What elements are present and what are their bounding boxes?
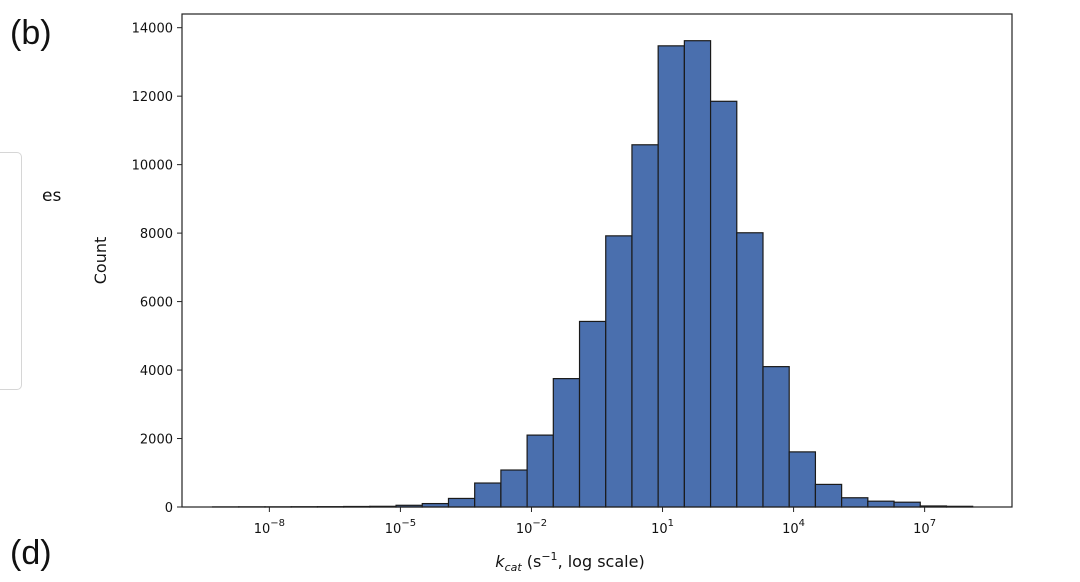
y-tick-label: 12000: [132, 90, 173, 105]
histogram-bar: [867, 500, 895, 508]
x-axis-label-subscript: cat: [505, 561, 523, 574]
histogram-bar: [736, 232, 764, 508]
x-tick-label: 104: [782, 518, 805, 537]
histogram-bar: [552, 378, 581, 508]
legend-fragment-text: es: [42, 186, 62, 206]
y-tick-label: 8000: [140, 227, 173, 242]
histogram-bar: [474, 482, 502, 508]
histogram-bar: [631, 144, 659, 508]
histogram-bar: [500, 469, 528, 508]
x-tick-label: 107: [913, 518, 936, 537]
x-axis-label-main: k: [495, 552, 505, 571]
x-axis-label-superscript: −1: [541, 550, 557, 563]
histogram-bar: [683, 40, 712, 508]
y-tick-label: 10000: [132, 159, 173, 174]
y-tick-label: 2000: [140, 433, 173, 448]
y-tick-label: 4000: [140, 364, 173, 379]
panel-label-d: (d): [10, 534, 52, 572]
x-tick-label: 101: [651, 518, 674, 537]
histogram-bar: [788, 451, 817, 508]
histogram-bar: [526, 434, 554, 508]
histogram-bar: [841, 497, 869, 508]
y-tick-label: 0: [165, 501, 173, 516]
plot-frame: [181, 13, 1013, 508]
bars-group: [211, 40, 974, 508]
y-tick-label: 14000: [132, 22, 173, 37]
panel-label-b: (b): [10, 14, 52, 52]
x-tick-label: 10−5: [385, 518, 416, 537]
y-tick-label: 6000: [140, 296, 173, 311]
x-tick-label: 10−8: [254, 518, 285, 537]
adjacent-legend-fragment: [0, 152, 22, 390]
x-axis-label-rest-after: , log scale): [558, 552, 645, 571]
histogram-bar: [657, 45, 685, 508]
x-axis-label-rest-before: (s: [522, 552, 542, 571]
histogram-bar: [709, 100, 738, 508]
x-axis-label: kcat (s−1, log scale): [495, 550, 644, 574]
x-ticks-group: 10−8 10−5 10−2 101 104 107: [254, 507, 936, 537]
histogram-bar: [578, 320, 607, 508]
histogram-bar: [447, 497, 476, 508]
y-ticks-group: 0 2000 4000 6000 8000 10000 12000 14000: [132, 22, 182, 516]
histogram-bar: [814, 483, 843, 508]
y-axis-label: Count: [91, 237, 110, 285]
histogram-bar: [893, 501, 921, 508]
histogram-bar: [605, 235, 633, 508]
histogram-bar: [762, 366, 790, 508]
x-tick-label: 10−2: [516, 518, 547, 537]
